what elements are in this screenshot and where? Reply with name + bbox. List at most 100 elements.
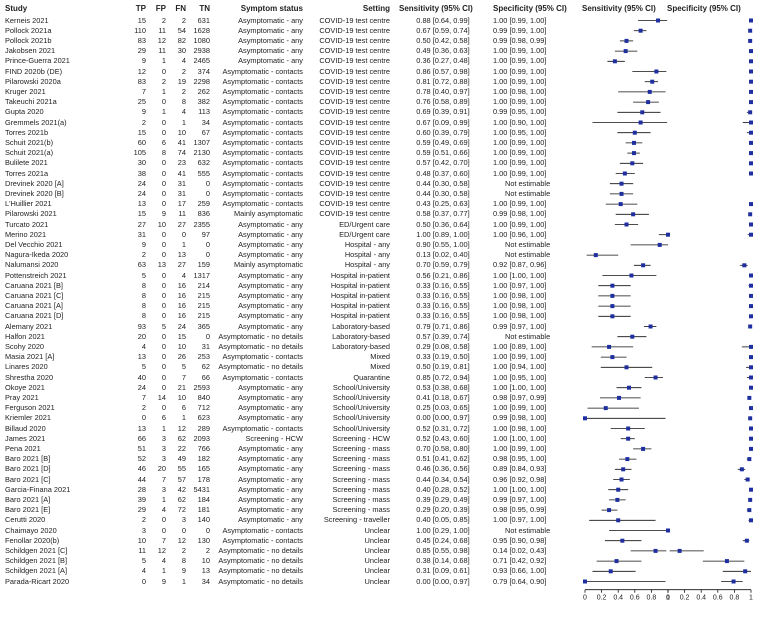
sensitivity-point [610, 355, 615, 360]
cell-fp: 0 [161, 199, 166, 209]
cell-study: FIND 2020b (DE) [5, 66, 63, 76]
cell-fp: 0 [161, 117, 166, 127]
sensitivity-point [646, 100, 651, 105]
cell-study: Billaud 2020 [5, 423, 46, 433]
cell-fn: 8 [181, 556, 186, 566]
cell-symptom: Asymptomatic - any [238, 229, 303, 239]
sensitivity-tick-label: 1 [666, 595, 670, 602]
specificity-point [749, 344, 753, 349]
cell-tp: 44 [137, 474, 146, 484]
cell-fn: 1 [181, 117, 186, 127]
cell-tn: 130 [197, 535, 210, 545]
cell-tp: 8 [141, 311, 146, 321]
cell-study: Ferguson 2021 [5, 403, 55, 413]
cell-tp: 24 [137, 382, 146, 392]
cell-setting: COVID-19 test centre [319, 137, 390, 147]
cell-setting: COVID-19 test centre [319, 56, 390, 66]
cell-fn: 13 [177, 250, 186, 260]
cell-spec: 1.00 [0.89, 1.00] [493, 341, 547, 351]
cell-symptom: Asymptomatic - any [238, 46, 303, 56]
cell-sens: 0.00 [0.00, 0.97] [416, 413, 470, 423]
cell-tn: 181 [197, 505, 210, 515]
cell-spec: 0.99 [0.97, 1.00] [493, 321, 547, 331]
sensitivity-point [620, 538, 625, 543]
specificity-point [749, 130, 753, 135]
cell-study: Nagura-Ikeda 2020 [5, 250, 69, 260]
specificity-point [749, 314, 753, 319]
cell-sens: 0.50 [0.19, 0.81] [416, 362, 470, 372]
cell-setting: Hospital in-patient [330, 301, 390, 311]
sensitivity-point [623, 49, 628, 54]
specificity-point [749, 293, 753, 298]
cell-fn: 26 [177, 352, 186, 362]
cell-sens: 0.41 [0.18, 0.67] [416, 392, 470, 402]
cell-setting: Mixed [370, 362, 390, 372]
cell-setting: Hospital in-patient [330, 280, 390, 290]
cell-spec: 0.99 [0.98, 0.99] [493, 35, 547, 45]
cell-setting: COVID-19 test centre [319, 35, 390, 45]
cell-spec: Not estimable [505, 239, 551, 249]
cell-sens: 0.31 [0.09, 0.61] [416, 566, 470, 576]
cell-tn: 0 [205, 250, 210, 260]
cell-fp: 5 [161, 321, 166, 331]
cell-setting: Unclear [364, 535, 390, 545]
cell-spec: 1.00 [0.94, 1.00] [493, 362, 547, 372]
cell-spec: 0.14 [0.02, 0.43] [493, 545, 547, 555]
cell-tp: 83 [137, 76, 146, 86]
sensitivity-point [619, 477, 624, 482]
cell-setting: Screening - mass [332, 494, 390, 504]
cell-spec: 0.98 [0.95, 0.99] [493, 505, 547, 515]
cell-fn: 21 [177, 382, 186, 392]
cell-sens: 0.50 [0.36, 0.64] [416, 219, 470, 229]
cell-tp: 9 [141, 107, 146, 117]
specificity-point [749, 385, 753, 390]
specificity-point [749, 140, 753, 145]
sensitivity-point [603, 406, 608, 411]
cell-setting: School/University [332, 382, 390, 392]
cell-symptom: Asymptomatic - no details [218, 362, 303, 372]
cell-symptom: Asymptomatic - any [238, 515, 303, 525]
header-specificity: Specificity (95% CI) [493, 4, 567, 13]
cell-spec: 1.00 [0.99, 1.00] [493, 66, 547, 76]
cell-symptom: Asymptomatic - contacts [222, 117, 304, 127]
cell-setting: Hospital in-patient [330, 270, 390, 280]
cell-spec: 1.00 [0.98, 1.00] [493, 290, 547, 300]
cell-setting: School/University [332, 423, 390, 433]
cell-tn: 631 [197, 15, 210, 25]
cell-tp: 2 [141, 403, 146, 413]
cell-study: Fenollar 2020(b) [5, 535, 60, 545]
cell-tn: 365 [197, 321, 210, 331]
sensitivity-point [607, 344, 612, 349]
specificity-tick-label: 1 [749, 595, 753, 602]
cell-fp: 3 [161, 454, 166, 464]
specificity-point [749, 406, 753, 411]
cell-symptom: Asymptomatic - any [238, 464, 303, 474]
cell-fn: 17 [177, 199, 186, 209]
cell-fp: 0 [161, 270, 166, 280]
cell-symptom: Asymptomatic - any [238, 321, 303, 331]
cell-tp: 7 [141, 86, 146, 96]
cell-tn: 34 [201, 576, 210, 586]
cell-tp: 30 [137, 158, 146, 168]
cell-fn: 11 [178, 209, 186, 219]
cell-fp: 14 [157, 392, 166, 402]
cell-tn: 2593 [193, 382, 210, 392]
cell-sens: 0.57 [0.39, 0.74] [416, 331, 470, 341]
cell-spec: Not estimable [505, 178, 551, 188]
cell-sens: 0.29 [0.20, 0.39] [416, 505, 470, 515]
sensitivity-point [616, 487, 621, 492]
cell-symptom: Asymptomatic - no details [218, 556, 303, 566]
sensitivity-point [648, 324, 653, 329]
cell-spec: 0.99 [0.98, 1.00] [493, 413, 547, 423]
specificity-point [749, 355, 753, 360]
cell-tn: 2355 [193, 219, 210, 229]
sensitivity-point [647, 89, 652, 94]
specificity-point [743, 569, 748, 574]
cell-study: Pollock 2021b [5, 35, 52, 45]
cell-fn: 22 [177, 443, 186, 453]
cell-fn: 16 [177, 301, 186, 311]
cell-tp: 13 [137, 352, 146, 362]
cell-fp: 3 [161, 484, 166, 494]
specificity-point [748, 38, 753, 43]
cell-study: Baro 2021 [C] [5, 474, 51, 484]
